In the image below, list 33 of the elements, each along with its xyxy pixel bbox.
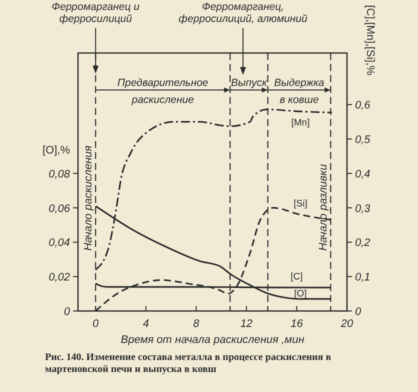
annotation: Предварительное раскисление — [117, 77, 208, 106]
annotation: Выдержка в ковше — [274, 77, 324, 106]
x-tick-label: 4 — [142, 318, 149, 330]
y2-tick-label: 0,4 — [355, 168, 370, 180]
y2-tick-label: 0,2 — [355, 237, 370, 250]
ref-line-label: Начало разливки — [318, 164, 330, 251]
y-tick-label: 0,02 — [48, 272, 70, 284]
y2-tick-label: 0,6 — [355, 100, 372, 112]
x-tick-label: 20 — [340, 318, 354, 330]
y2-tick-label: 0 — [355, 306, 362, 318]
ref-line-label: Начало раскисления — [82, 145, 95, 251]
x-tick-label: 16 — [290, 318, 304, 330]
y-tick-label: 0,06 — [48, 202, 71, 215]
series-label: [C] — [290, 272, 303, 283]
series-label: [Si] — [294, 198, 308, 210]
text: Рис. 140. Изменение состава металла в процессе раскисления в мартеновской печи и выпуска в ковш — [45, 352, 332, 375]
y2-tick-label: 0,5 — [355, 134, 372, 146]
x-tick-label: 0 — [92, 318, 100, 330]
y2-tick-label: 0,3 — [355, 202, 372, 215]
x-tick-label: 12 — [240, 318, 253, 330]
annotation: Выпуск — [230, 77, 268, 89]
y-tick-label: 0 — [64, 306, 71, 318]
y2-axis-title: [C],[Mn],[Si],% — [364, 5, 376, 76]
x-tick-label: 8 — [193, 318, 200, 330]
series-label: [O] — [294, 288, 307, 300]
series-label: [Mn] — [291, 117, 310, 128]
y-tick-label: 0,08 — [48, 168, 71, 180]
y-tick-label: 0,04 — [48, 237, 70, 250]
text: Ферромарганец, ферросилиций, алюминий — [178, 1, 308, 25]
annotation: Ферромарганец и ферросилиций — [52, 1, 140, 25]
y-axis-title: [O],% — [42, 144, 70, 156]
y2-tick-label: 0,1 — [355, 272, 370, 284]
x-axis-title: Время от начала раскисления ,мин — [120, 334, 304, 346]
